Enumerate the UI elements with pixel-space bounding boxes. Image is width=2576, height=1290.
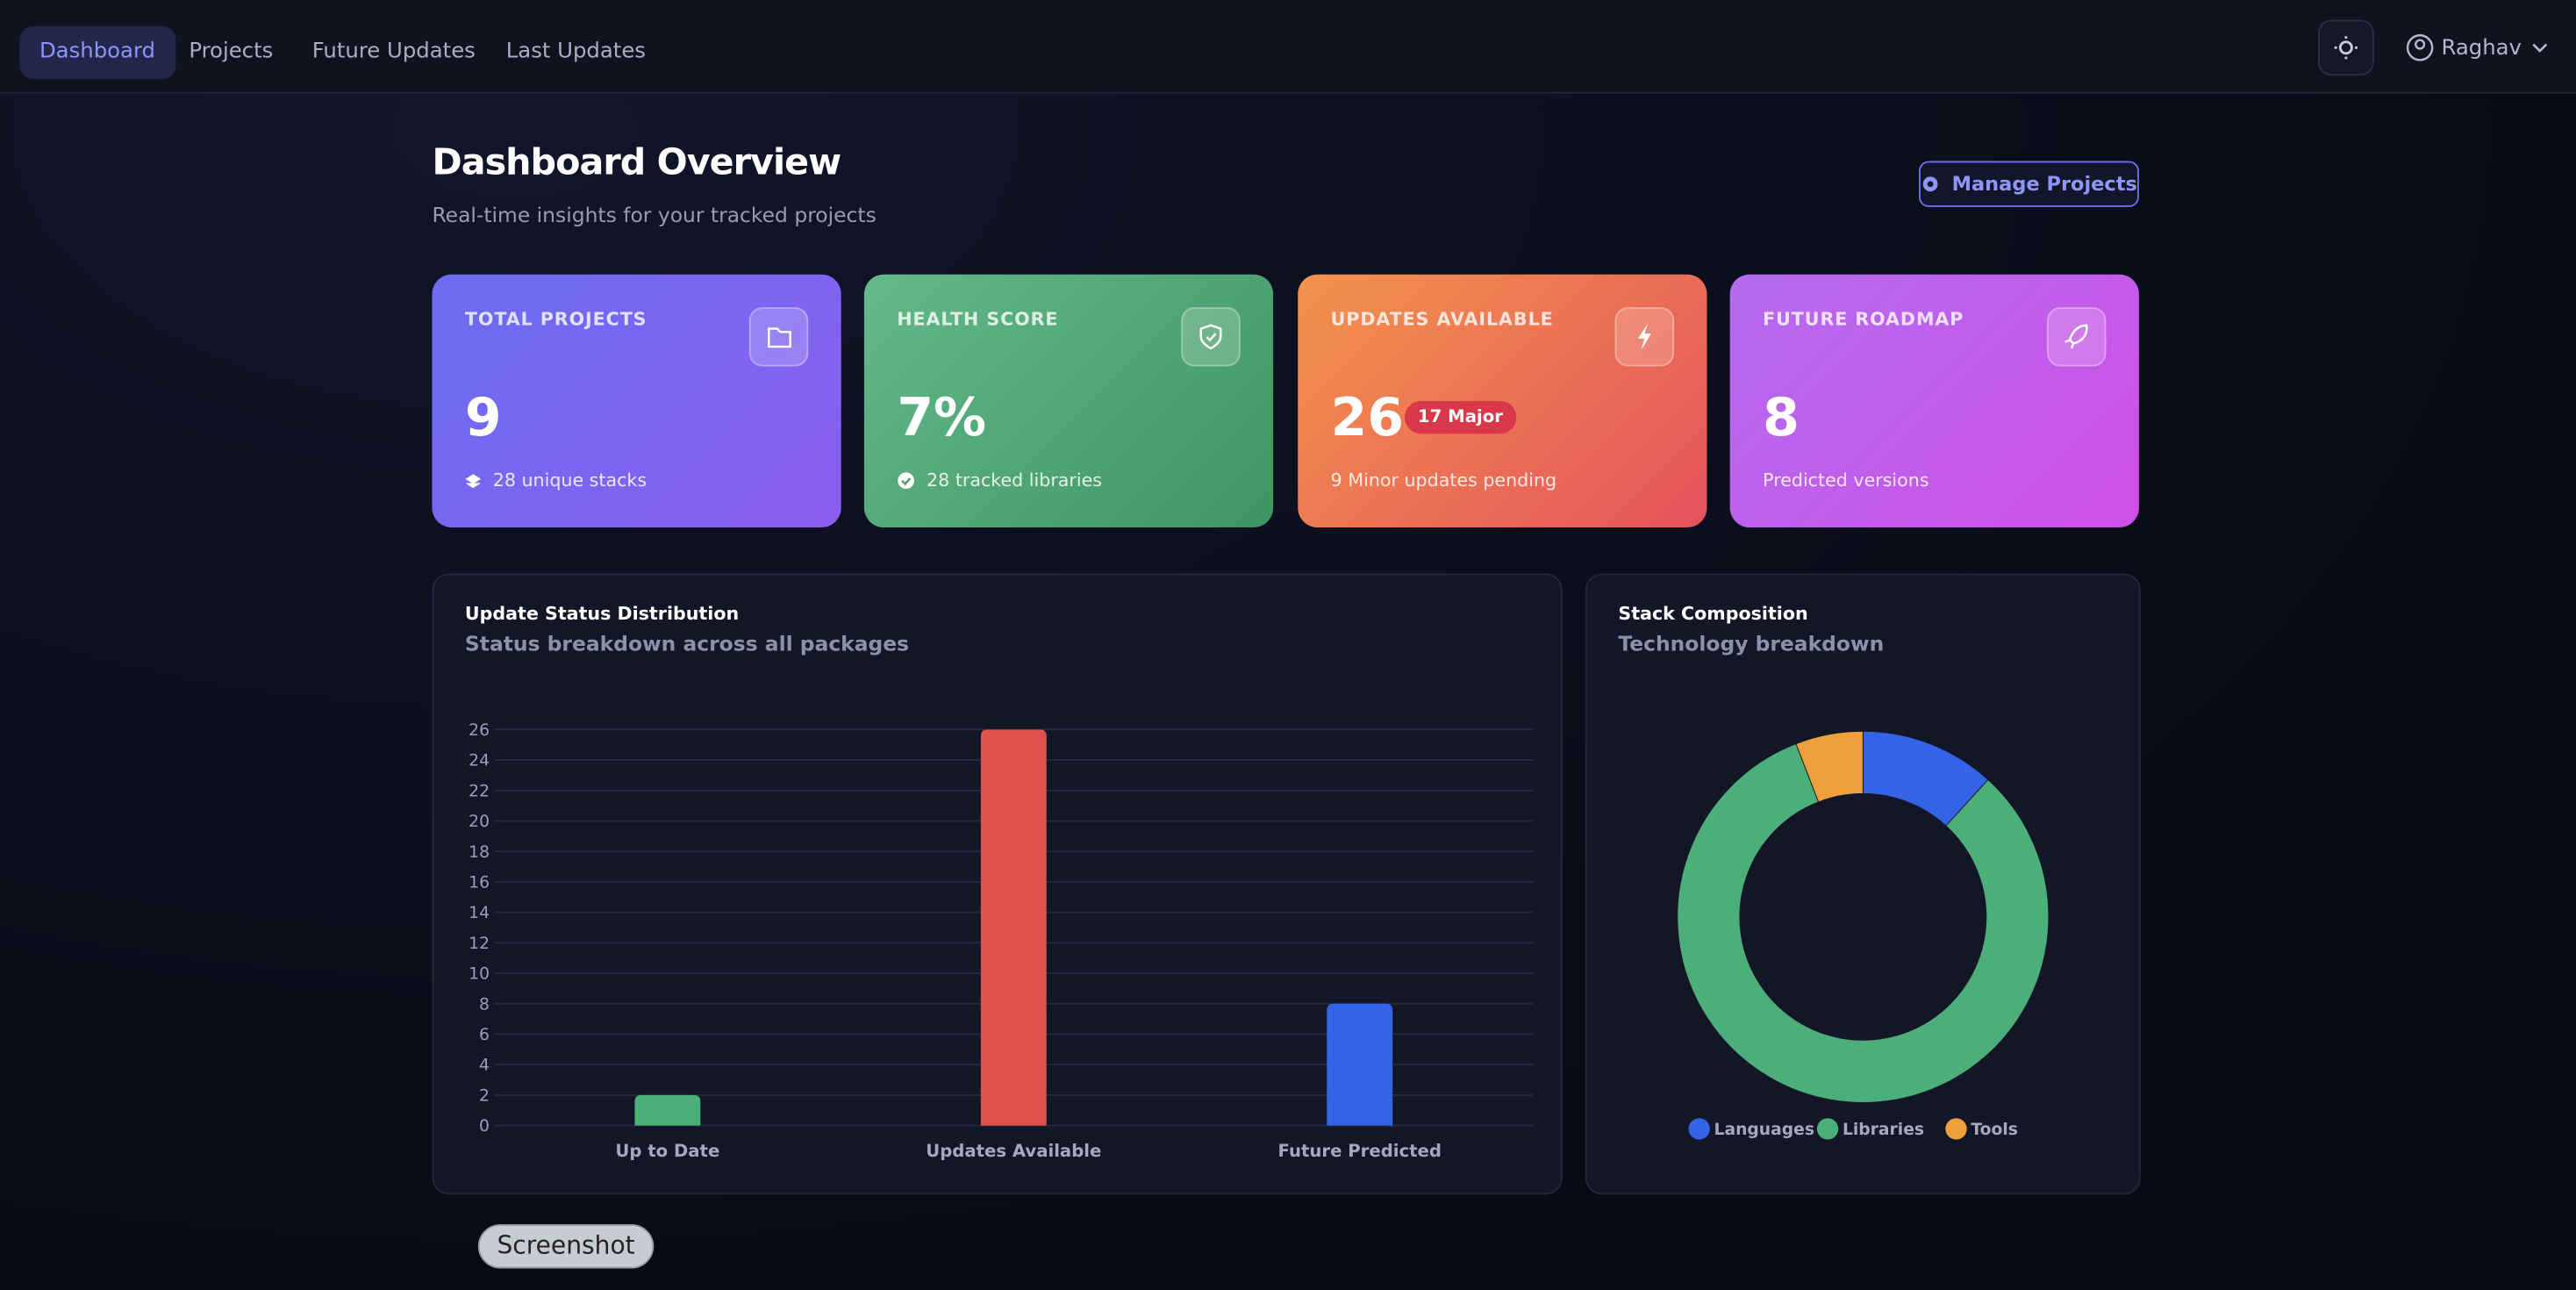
nav-tab[interactable]: Future Updates — [311, 39, 476, 65]
y-tick-label: 14 — [469, 904, 490, 922]
x-tick-label: Updates Available — [926, 1141, 1101, 1161]
button-label: Manage Projects — [1951, 172, 2137, 196]
stat-card: FUTURE ROADMAP 8 Predicted versions — [1729, 274, 2139, 528]
page-subtitle: Real-time insights for your tracked proj… — [432, 202, 877, 227]
chevron — [2532, 43, 2547, 53]
card-value: 7% — [897, 386, 987, 449]
legend-label: Tools — [1971, 1121, 2018, 1139]
x-tick-label: Future Predicted — [1278, 1141, 1442, 1161]
card-label: TOTAL PROJECTS — [464, 309, 648, 331]
card-value: 8 — [1763, 386, 1800, 449]
sun-icon — [2334, 36, 2358, 60]
card-label: HEALTH SCORE — [897, 309, 1059, 331]
card-icon — [2047, 307, 2107, 367]
card-value: 9 — [464, 386, 502, 449]
legend-swatch — [1945, 1118, 1967, 1140]
card-label: FUTURE ROADMAP — [1763, 309, 1964, 331]
doughnut-chart-panel: Stack Composition Technology breakdown L… — [1585, 573, 2141, 1195]
chart-title: Stack Composition — [1618, 603, 1808, 625]
card-note-row: 28 unique stacks — [465, 470, 647, 491]
legend-label: Libraries — [1843, 1121, 1924, 1139]
y-tick-label: 4 — [479, 1057, 490, 1075]
stat-card: UPDATES AVAILABLE 26 17 Major 9 Minor up… — [1298, 274, 1707, 528]
y-tick-label: 10 — [469, 965, 490, 984]
bar — [1327, 1003, 1393, 1126]
doughnut-segment — [1677, 742, 2050, 1103]
nav-tab[interactable]: Last Updates — [505, 39, 647, 65]
user-icon — [2406, 34, 2434, 61]
legend-swatch — [1816, 1118, 1839, 1140]
doughnut-segment — [1795, 730, 1864, 803]
y-tick-label: 0 — [479, 1117, 490, 1136]
card-value: 26 — [1330, 386, 1405, 449]
page-title: Dashboard Overview — [432, 142, 841, 184]
bar — [634, 1094, 701, 1126]
chart-subtitle: Status breakdown across all packages — [464, 631, 910, 656]
manage-projects-button[interactable]: Manage Projects — [1919, 161, 2139, 207]
card-icon — [1181, 307, 1241, 367]
tooltip: Screenshot — [477, 1223, 655, 1269]
bar — [980, 729, 1047, 1126]
card-note: 28 unique stacks — [492, 469, 648, 491]
card-note: Predicted versions — [1763, 469, 1929, 491]
card-note: 28 tracked libraries — [927, 469, 1103, 491]
nav-bar: Dashboard Projects Future Updates Last U… — [0, 0, 2576, 94]
y-tick-label: 16 — [469, 873, 490, 892]
card-note: 9 Minor updates pending — [1330, 469, 1557, 491]
y-tick-label: 20 — [469, 813, 490, 831]
chart-subtitle: Technology breakdown — [1618, 631, 1885, 656]
y-tick-label: 12 — [469, 935, 490, 953]
user-menu[interactable]: Raghav — [2405, 30, 2551, 66]
legend-swatch — [1688, 1118, 1710, 1140]
y-tick-label: 18 — [469, 843, 490, 862]
user-name: Raghav — [2441, 35, 2522, 61]
card-icon — [748, 307, 809, 367]
theme-toggle[interactable] — [2318, 19, 2374, 76]
y-tick-label: 8 — [479, 995, 490, 1014]
card-label: UPDATES AVAILABLE — [1330, 309, 1554, 331]
y-tick-label: 6 — [479, 1026, 490, 1044]
y-tick-label: 2 — [479, 1086, 490, 1105]
gear-icon — [1922, 176, 1938, 192]
nav-tab[interactable]: Projects — [189, 39, 274, 65]
stat-card: TOTAL PROJECTS 9 28 unique stacks — [432, 274, 841, 528]
bar-chart-panel: Update Status Distribution Status breakd… — [432, 573, 1563, 1195]
card-note-row: 28 tracked libraries — [897, 470, 1102, 491]
major-badge: 17 Major — [1404, 400, 1516, 434]
y-tick-label: 26 — [469, 721, 490, 740]
card-icon — [1614, 307, 1675, 367]
stat-card: HEALTH SCORE 7% 28 tracked libraries — [863, 274, 1274, 528]
legend-label: Languages — [1714, 1121, 1814, 1139]
doughnut-chart: Languages Libraries Tools — [1677, 730, 2050, 1140]
y-tick-label: 22 — [469, 782, 490, 800]
x-tick-label: Up to Date — [615, 1141, 719, 1161]
y-tick-label: 24 — [469, 752, 490, 770]
chart-title: Update Status Distribution — [464, 603, 740, 625]
nav-tab[interactable]: Dashboard — [19, 25, 175, 79]
